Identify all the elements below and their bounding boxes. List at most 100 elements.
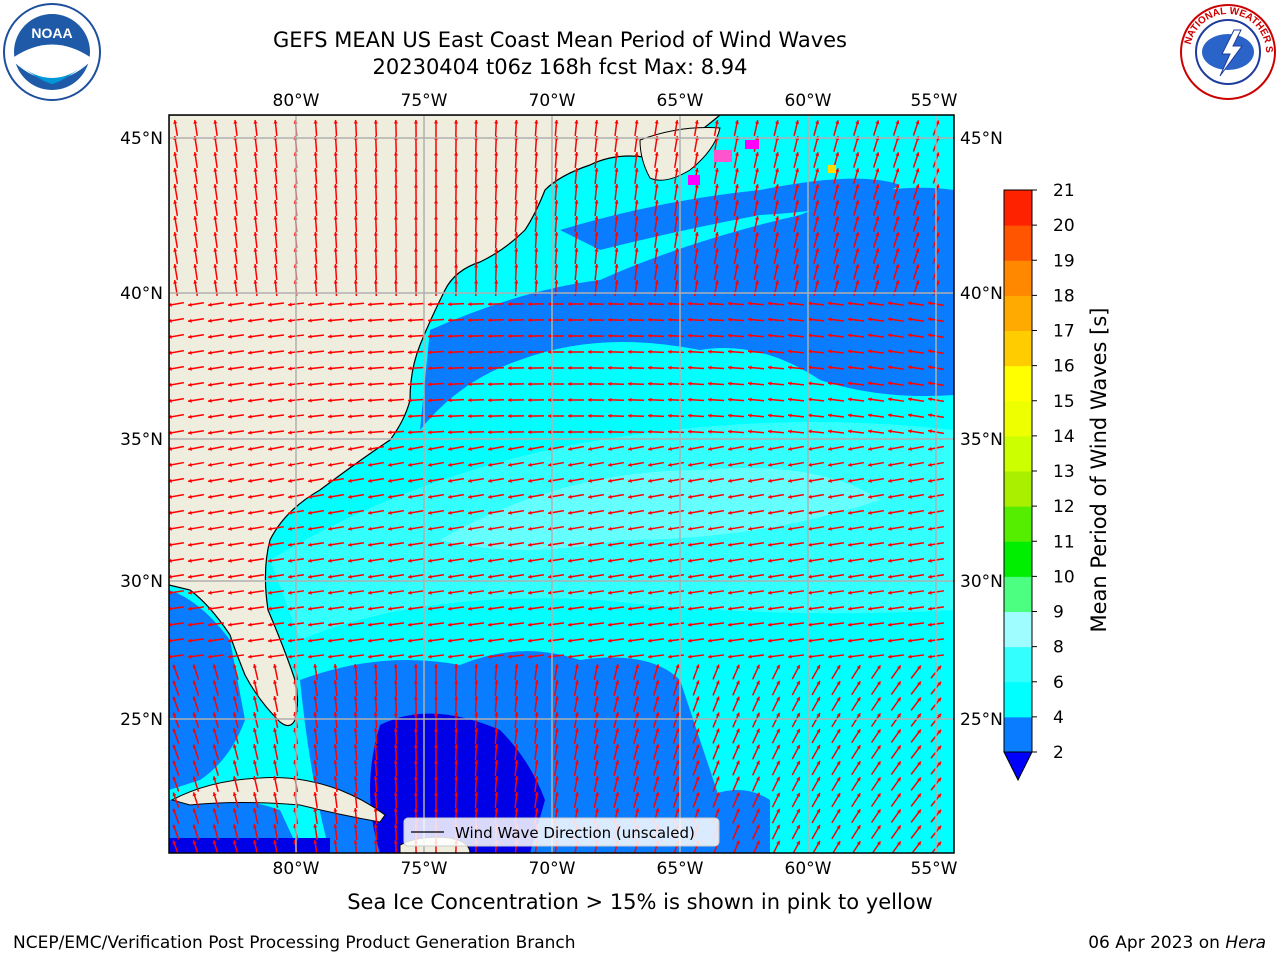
wind-arrow-head [288,350,292,355]
wind-arrow-head [534,776,539,780]
wind-arrow-head [353,680,358,684]
wind-arrow-head [628,397,632,402]
wind-arrow-head [688,333,692,338]
wind-arrow-head [915,216,920,221]
wind-arrow-head [708,638,712,643]
wind-arrow-head [474,728,479,732]
wind-arrow-head [273,232,278,236]
wind-arrow-head [788,558,792,563]
wind-arrow-head [488,558,492,563]
wind-arrow-head [313,664,318,668]
wind-arrow-head [514,216,519,220]
wind-arrow-head [388,510,392,515]
wind-arrow-head [848,494,852,499]
wind-arrow-head [828,365,832,370]
wind-arrow-head [588,429,592,434]
wind-arrow-head [172,680,177,685]
wind-arrow-head [548,526,552,531]
wind-arrow-head [208,302,212,307]
wind-arrow-head [868,558,872,563]
wind-arrow-head [433,216,439,220]
wind-arrow-head [855,264,860,269]
wind-arrow-head [908,558,912,563]
wind-arrow-head [655,776,660,781]
wind-arrow-head [373,264,378,268]
wind-arrow-head [454,216,459,220]
wind-arrow-head [373,120,378,124]
wind-arrow-head [855,184,860,189]
wind-arrow-head [796,696,800,701]
wind-arrow-head [428,574,432,579]
wind-arrow-head [868,446,872,451]
wind-arrow-head [728,574,732,579]
wind-arrow-head [768,381,772,386]
wind-arrow-head [734,200,739,204]
wind-arrow-head [835,152,840,157]
sea-ice-note: Sea Ice Concentration > 15% is shown in … [347,890,933,914]
wind-arrow-head [548,381,552,387]
wind-arrow-head [212,712,217,717]
wind-arrow-head [228,606,232,611]
wind-arrow-head [648,446,652,451]
wind-arrow-head [856,825,861,830]
wind-arrow-head [193,152,198,156]
wind-arrow-head [192,792,197,797]
wind-arrow-head [628,317,632,322]
wind-arrow-head [328,510,332,515]
wind-arrow-head [213,280,218,284]
wind-arrow-head [228,318,232,323]
wind-arrow-head [828,413,832,418]
wind-arrow-head [308,622,312,627]
wind-arrow-head [756,712,760,717]
wind-arrow-head [796,840,800,845]
wind-arrow-head [635,776,640,781]
wind-arrow-head [508,494,512,499]
wind-arrow-head [628,429,632,434]
wind-arrow-head [488,334,492,339]
wind-arrow-head [796,824,800,829]
wind-arrow-head [588,494,592,499]
wind-arrow-head [608,333,612,338]
wind-arrow-head [855,248,860,253]
wind-arrow-head [193,168,198,172]
wind-arrow-head [574,120,579,124]
wind-arrow-head [635,664,640,669]
wind-arrow-head [273,216,278,220]
wind-arrow-head [896,825,901,830]
wind-arrow-head [333,776,338,780]
wind-arrow-head [373,744,378,748]
wind-arrow-head [474,184,479,188]
wind-arrow-head [828,317,832,322]
wind-arrow-head [393,760,398,764]
wind-arrow-head [188,430,192,435]
ocean-blue-region [169,590,245,790]
wind-arrow-head [468,526,472,531]
wind-arrow-head [514,792,519,796]
wind-arrow-head [875,168,880,173]
wind-arrow-head [228,302,232,307]
lat-label-left: 25°N [120,710,163,730]
wind-arrow-head [868,494,872,499]
wind-arrow-head [393,184,398,188]
wind-arrow-head [188,398,192,403]
wind-arrow-head [754,200,759,204]
wind-arrow-head [408,606,412,611]
wind-arrow-head [488,606,492,611]
wind-arrow-head [192,712,197,717]
wind-arrow-head [568,381,572,387]
wind-arrow-head [313,792,318,796]
wind-arrow-head [212,792,217,797]
wind-arrow-head [688,478,692,483]
wind-arrow-head [594,184,599,188]
wind-arrow-head [848,349,852,354]
wind-arrow-head [248,350,252,355]
wind-arrow-head [228,638,232,643]
wind-arrow-head [836,809,841,814]
wind-arrow-head [548,446,552,451]
wind-arrow-head [428,622,432,627]
wind-arrow-head [413,664,418,668]
wind-arrow-head [574,808,579,812]
wind-arrow-head [408,638,412,643]
wind-arrow-head [668,413,672,418]
wind-arrow-head [508,606,512,611]
